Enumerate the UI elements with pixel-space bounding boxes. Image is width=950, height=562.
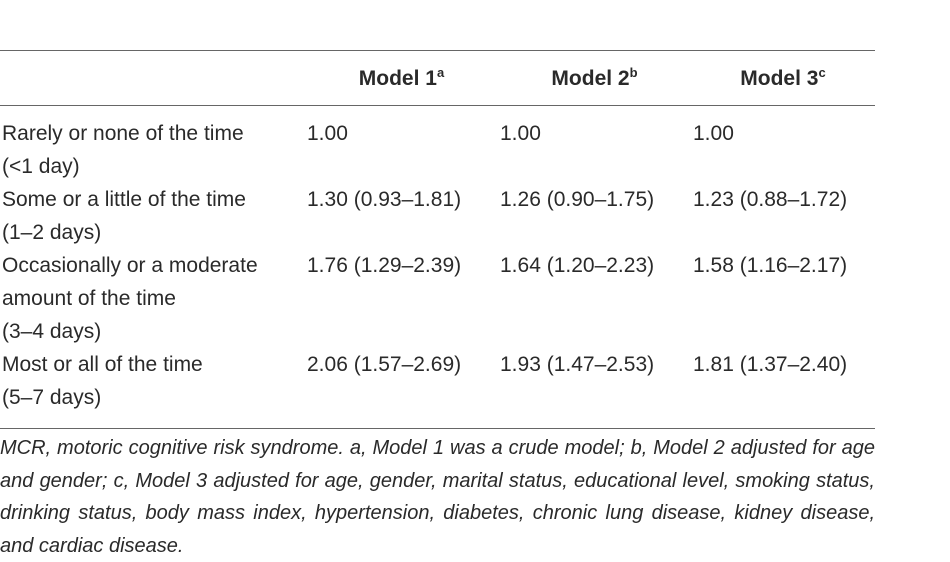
header-sup: b: [629, 64, 638, 80]
table-body: Rarely or none of the time (<1 day) 1.00 1.…: [0, 106, 875, 429]
header-row: Model 1a Model 2b Model 3c: [0, 50, 875, 106]
row-label-line: Most or all of the time: [2, 353, 203, 376]
table-cell: 2.06 (1.57–2.69): [307, 353, 462, 376]
header-label: Model 3: [740, 66, 819, 90]
page: Model 1a Model 2b Model 3c Rarely or none …: [0, 50, 875, 562]
header-cell: Model 3c: [691, 50, 875, 106]
table-cell: 1.26 (0.90–1.75): [500, 188, 655, 211]
row-label-line: Occasionally or a moderate: [2, 254, 258, 277]
header-sup: a: [436, 64, 445, 80]
table-cell: 1.58 (1.16–2.17): [693, 254, 848, 277]
row-label: Occasionally or a moderate amount of the …: [0, 249, 305, 348]
table-cell: 1.93 (1.47–2.53): [500, 353, 655, 376]
row-label-line: Some or a little of the time: [2, 188, 246, 211]
table-row: Most or all of the time (5–7 days) 2.06 (1…: [0, 348, 875, 428]
table-cell: 1.00: [307, 122, 348, 145]
header-label: Model 1: [358, 66, 437, 90]
table-cell: 1.00: [500, 122, 541, 145]
table-cell: 1.76 (1.29–2.39): [307, 254, 462, 277]
row-label-line: amount of the time: [2, 287, 176, 310]
header-cell: Model 1a: [305, 50, 498, 106]
table-cell: 1.81 (1.37–2.40): [693, 353, 848, 376]
row-label-line: Rarely or none of the time: [2, 122, 244, 145]
header-label: Model 2: [551, 66, 630, 90]
table-cell: 1.64 (1.20–2.23): [500, 254, 655, 277]
table-row: Occasionally or a moderate amount of the …: [0, 249, 875, 348]
footnote: MCR, motoric cognitive risk syndrome. a,…: [0, 428, 875, 562]
header-cell: Model 2b: [498, 50, 691, 106]
table-row: Rarely or none of the time (<1 day) 1.00 1.…: [0, 106, 875, 184]
header-sup: c: [818, 64, 826, 80]
row-label-line: (1–2 days): [2, 221, 102, 244]
row-label-line: (<1 day): [2, 155, 80, 178]
row-label-line: (5–7 days): [2, 386, 102, 409]
table-cell: 1.23 (0.88–1.72): [693, 188, 848, 211]
header-cell: [0, 50, 305, 106]
table-row: Some or a little of the time (1–2 days) 1.…: [0, 183, 875, 249]
row-label: Rarely or none of the time (<1 day): [0, 106, 305, 184]
row-label: Most or all of the time (5–7 days): [0, 348, 305, 428]
table-cell: 1.00: [693, 122, 734, 145]
row-label: Some or a little of the time (1–2 days): [0, 183, 305, 249]
row-label-line: (3–4 days): [2, 320, 102, 343]
results-table: Model 1a Model 2b Model 3c Rarely or none …: [0, 50, 875, 428]
table-cell: 1.30 (0.93–1.81): [307, 188, 462, 211]
